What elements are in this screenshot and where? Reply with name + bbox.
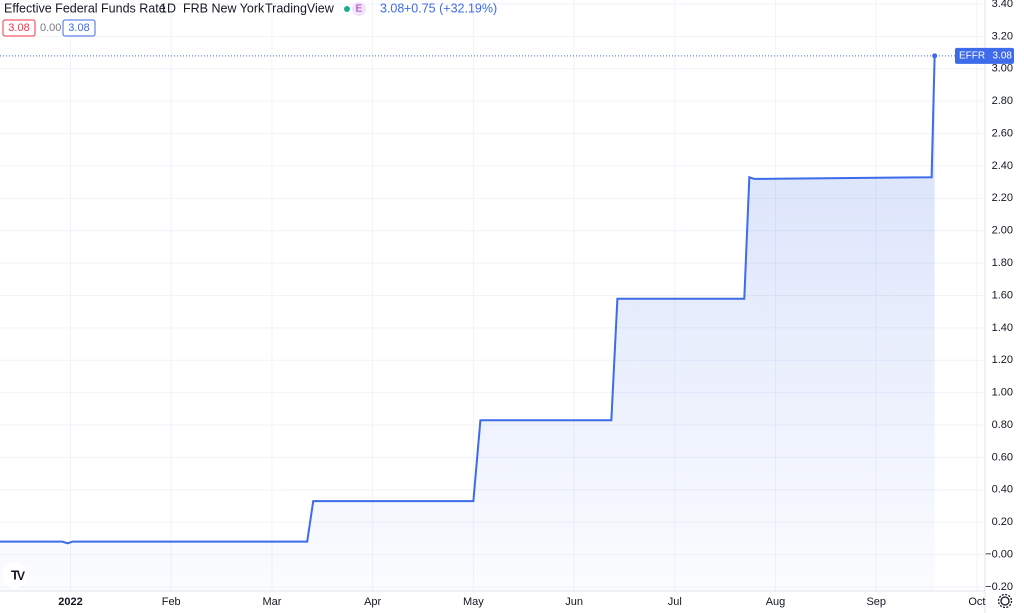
badge: E	[356, 4, 363, 15]
y-tick-label: −0.20	[985, 581, 1013, 593]
y-tick-label: 0.40	[992, 484, 1013, 496]
settings-icon[interactable]	[997, 593, 1013, 609]
x-tick-label: Aug	[766, 596, 786, 608]
y-tick-label: −0.00	[985, 549, 1013, 561]
change: +0.75 (+32.19%)	[404, 1, 497, 15]
y-tick-label: 2.80	[992, 95, 1013, 107]
y-tick-label: 0.20	[992, 516, 1013, 528]
y-tick-label: 0.80	[992, 419, 1013, 431]
status-dot	[344, 6, 350, 12]
badge-bg	[352, 2, 366, 16]
svg-text:T: T	[11, 567, 19, 582]
price-tag	[955, 47, 1014, 64]
y-tick-label: 1.40	[992, 322, 1013, 334]
y-tick-label: 2.40	[992, 160, 1013, 172]
status-value: 0.00	[40, 22, 61, 34]
y-tick-label: 2.00	[992, 225, 1013, 237]
status-box	[2, 19, 36, 37]
area	[0, 55, 935, 592]
last-point	[932, 53, 938, 59]
x-tick-label: Feb	[162, 596, 181, 608]
status-value: 3.08	[68, 22, 89, 34]
x-tick-label: 2022	[58, 596, 82, 608]
status-box	[62, 19, 96, 37]
y-tick-label: 1.80	[992, 257, 1013, 269]
source: FRB New York	[183, 1, 265, 15]
svg-text:V: V	[17, 569, 25, 583]
price-tag-value: 3.08	[993, 50, 1013, 61]
y-tick-label: 2.20	[992, 192, 1013, 204]
y-tick-label: 0.60	[992, 451, 1013, 463]
logo: T V	[2, 562, 28, 588]
y-tick-label: 1.20	[992, 354, 1013, 366]
y-tick-label: 3.00	[992, 63, 1013, 75]
y-tick-label: 3.40	[992, 0, 1013, 10]
line	[0, 55, 936, 545]
interval: 1D	[160, 1, 176, 15]
y-tick-label: 1.60	[992, 289, 1013, 301]
price-tag-name: EFFR	[959, 50, 985, 61]
status-value: 3.08	[8, 22, 29, 34]
x-tick-label: Jul	[668, 596, 682, 608]
x-tick-label: Mar	[262, 596, 281, 608]
x-tick-label: Jun	[565, 596, 583, 608]
publisher: TradingView	[265, 1, 335, 15]
x-tick-label: Oct	[968, 596, 985, 608]
x-tick-label: May	[463, 596, 484, 608]
last-value: 3.08	[380, 1, 404, 15]
y-tick-label: 3.20	[992, 30, 1013, 42]
x-tick-label: Apr	[364, 596, 381, 608]
y-tick-label: 1.00	[992, 387, 1013, 399]
y-tick-label: 2.60	[992, 127, 1013, 139]
x-tick-label: Sep	[866, 596, 886, 608]
chart-title: Effective Federal Funds Rate	[4, 1, 166, 15]
